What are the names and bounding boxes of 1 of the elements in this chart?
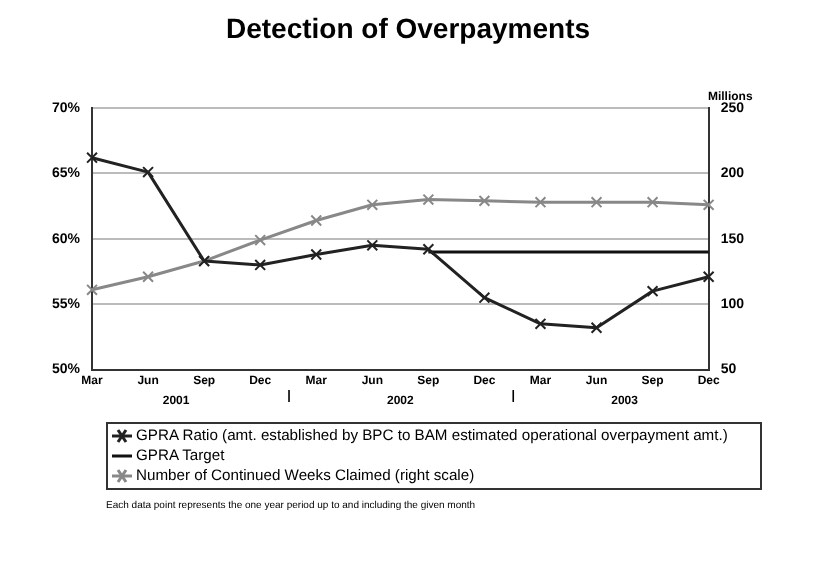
chart-title: Detection of Overpayments [223, 12, 593, 44]
